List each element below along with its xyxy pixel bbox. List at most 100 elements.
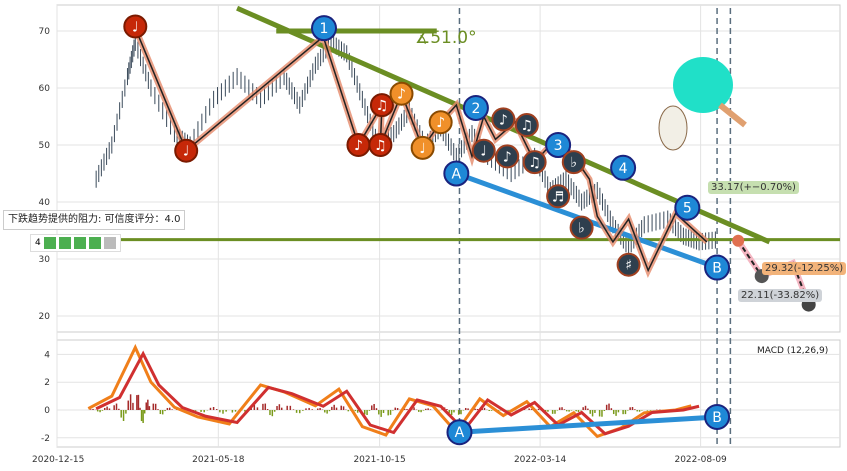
x-tick-label: 2021-05-18 (192, 455, 245, 465)
marker-circle (514, 113, 539, 138)
macd-y-tick-label: 0 (44, 406, 50, 416)
marker-orange: ♩ (410, 135, 435, 160)
marker-red: ♩ (123, 14, 148, 39)
marker-label: ♫ (376, 98, 389, 114)
y-tick-label: 30 (39, 255, 51, 265)
marker-label: ♩ (183, 144, 190, 160)
marker-label: ♫ (528, 155, 541, 171)
x-tick-label: 2020-12-15 (32, 455, 84, 465)
marker-label: B (712, 261, 722, 277)
y-tick-label: 70 (39, 27, 51, 37)
marker-red: ♪ (346, 133, 371, 157)
marker-red: ♫ (369, 93, 394, 118)
tooltip-text: 下跌趋势提供的阻力: 可信度评分：4.0 (8, 214, 181, 225)
x-tick-label: 2022-08-09 (674, 455, 727, 465)
marker-circle (174, 138, 199, 163)
marker-dark: ♯ (616, 252, 641, 277)
forecast-label-1: 33.17(+−0.70%) (708, 181, 799, 194)
macd-marker-circle (446, 419, 473, 446)
marker-label: ♪ (354, 138, 363, 154)
marker-circle (704, 254, 731, 281)
macd-line (87, 343, 692, 439)
marker-label: ♪ (436, 115, 445, 131)
marker-wave: 2 (462, 94, 489, 121)
marker-circle (569, 215, 594, 240)
marker-label: ♩ (419, 141, 426, 157)
marker-label: ♬ (552, 189, 565, 205)
macd-divergence-line (459, 414, 718, 435)
dog-icon (658, 105, 688, 151)
marker-label: 3 (554, 138, 563, 154)
marker-circle (443, 160, 470, 187)
score-badge: 4 (30, 234, 121, 252)
marker-dark: ♫ (514, 113, 539, 138)
x-tick-label: 2022-03-14 (514, 455, 567, 465)
marker-label: ♫ (374, 138, 387, 154)
marker-wave: 4 (610, 154, 637, 181)
marker-circle (546, 184, 571, 209)
marker-circle (471, 138, 496, 163)
marker-dark: ♪ (495, 144, 520, 169)
forecast-label-2: 29.32(-12.25%) (762, 262, 847, 275)
marker-label: 5 (683, 201, 692, 217)
marker-label: ♪ (503, 149, 512, 165)
marker-dark: ♭ (569, 215, 594, 240)
marker-circle (428, 110, 453, 135)
marker-label: ♩ (132, 19, 139, 35)
marker-label: ♯ (625, 258, 632, 274)
macd-marker-circle (704, 403, 731, 430)
marker-red: ♫ (368, 133, 393, 157)
marker-label: ♫ (521, 118, 534, 134)
marker-circle (545, 132, 572, 158)
marker-orange: ♪ (428, 110, 453, 135)
marker-wave: A (443, 160, 470, 187)
y-tick-label: 60 (39, 84, 51, 94)
star-icon (43, 237, 56, 249)
marker-circle (616, 252, 641, 277)
y-tick-label: 40 (39, 198, 51, 208)
marker-circle (368, 133, 393, 157)
macd-y-tick-label: 4 (44, 350, 50, 360)
macd-marker-label: B (712, 410, 722, 426)
marker-label: 4 (619, 161, 628, 177)
x-tick-label: 2021-10-15 (353, 455, 405, 465)
marker-dark: ♪ (491, 107, 516, 132)
marker-circle (410, 135, 435, 160)
marker-circle (522, 150, 547, 175)
marker-label: 1 (320, 21, 329, 37)
marker-circle (462, 94, 489, 121)
resistance-tooltip: 下跌趋势提供的阻力: 可信度评分：4.0 (3, 210, 186, 230)
marker-label: ♪ (397, 87, 406, 103)
ping-pong-paddle-icon (673, 57, 733, 113)
marker-circle (610, 154, 637, 181)
marker-wave: B (704, 254, 731, 281)
signal-line (95, 350, 700, 436)
marker-wave: 1 (311, 15, 338, 42)
macd-label: MACD (12,26,9) (757, 346, 829, 356)
forecast-start-dot (732, 234, 745, 247)
marker-circle (495, 144, 520, 169)
marker-label: ♪ (499, 112, 508, 128)
score-value: 4 (35, 238, 41, 248)
marker-label: ♩ (480, 144, 487, 160)
marker-label: ♭ (578, 221, 585, 237)
marker-label: A (452, 167, 462, 183)
star-icon (88, 237, 101, 249)
marker-circle (311, 15, 338, 42)
marker-dark: ♩ (471, 138, 496, 163)
marker-dark: ♫ (522, 150, 547, 175)
marker-dark: ♭ (561, 150, 586, 175)
y-tick-label: 50 (39, 141, 51, 151)
angle-label: ∡51.0° (415, 28, 477, 48)
macd-marker-label: A (455, 425, 465, 441)
star-empty-icon (103, 237, 116, 249)
marker-circle (123, 14, 148, 39)
macd-y-tick-label: 2 (44, 378, 50, 388)
star-icon (73, 237, 86, 249)
star-icon (58, 237, 71, 249)
marker-wave: 3 (545, 132, 572, 158)
marker-circle (491, 107, 516, 132)
paddle-handle-icon (718, 102, 747, 128)
